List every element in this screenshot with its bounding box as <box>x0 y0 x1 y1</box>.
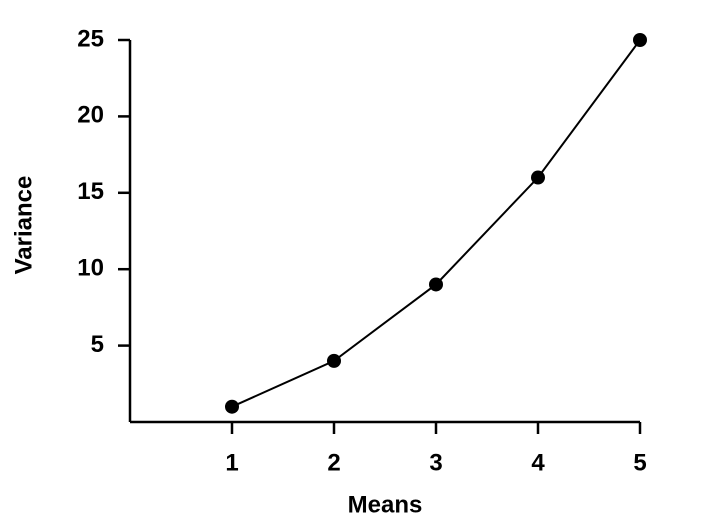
x-tick-label: 1 <box>225 449 238 476</box>
marker <box>429 277 443 292</box>
y-tick-label: 25 <box>77 25 104 52</box>
marker <box>327 353 341 368</box>
y-tick-label: 5 <box>91 331 104 358</box>
y-tick-label: 15 <box>77 178 104 205</box>
marker <box>531 170 545 185</box>
x-tick-label: 5 <box>633 449 646 476</box>
x-tick-label: 2 <box>327 449 340 476</box>
x-tick-label: 3 <box>429 449 442 476</box>
x-axis-title: Means <box>348 491 423 518</box>
marker <box>633 33 647 47</box>
y-tick-label: 10 <box>77 255 104 282</box>
y-axis-title: Variance <box>10 176 37 275</box>
y-tick-label: 20 <box>77 102 104 129</box>
marker <box>225 399 239 414</box>
line <box>231 39 641 408</box>
x-tick-label: 4 <box>531 449 545 476</box>
